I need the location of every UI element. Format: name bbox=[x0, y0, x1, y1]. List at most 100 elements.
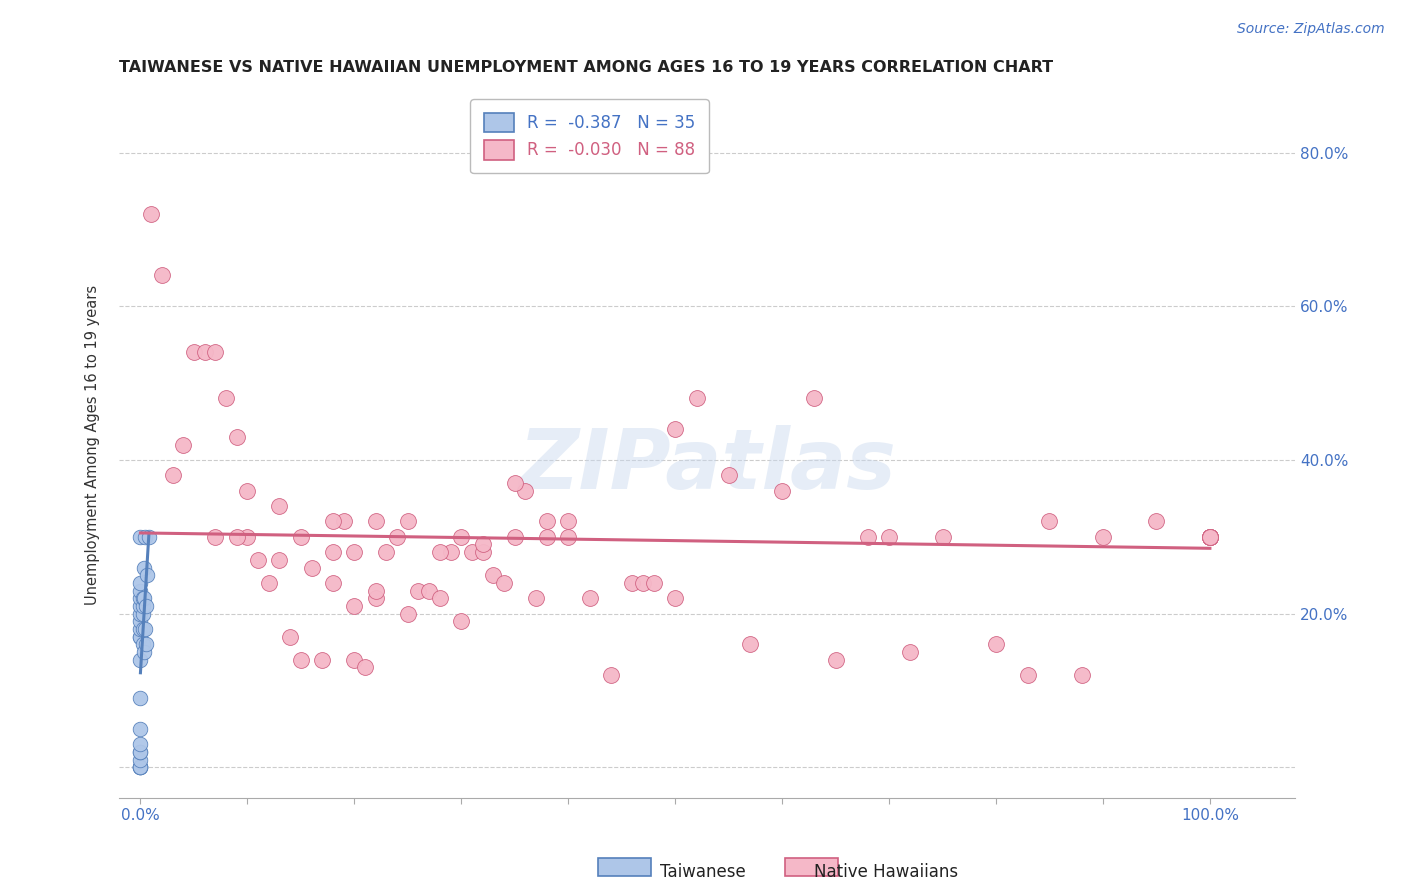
Point bbox=[364, 515, 387, 529]
Y-axis label: Unemployment Among Ages 16 to 19 years: Unemployment Among Ages 16 to 19 years bbox=[86, 285, 100, 605]
Point bbox=[461, 545, 484, 559]
Point bbox=[129, 722, 152, 736]
Point bbox=[396, 607, 419, 621]
Point bbox=[131, 591, 153, 606]
Point bbox=[1070, 668, 1092, 682]
Point bbox=[364, 591, 387, 606]
Point bbox=[429, 591, 451, 606]
Text: Source: ZipAtlas.com: Source: ZipAtlas.com bbox=[1237, 22, 1385, 37]
Point bbox=[900, 645, 922, 659]
Point bbox=[770, 483, 793, 498]
Point bbox=[717, 468, 740, 483]
Point bbox=[150, 268, 173, 283]
Point bbox=[877, 530, 900, 544]
Point bbox=[236, 530, 259, 544]
Point bbox=[129, 745, 152, 759]
Point bbox=[931, 530, 953, 544]
Point bbox=[375, 545, 398, 559]
Text: TAIWANESE VS NATIVE HAWAIIAN UNEMPLOYMENT AMONG AGES 16 TO 19 YEARS CORRELATION : TAIWANESE VS NATIVE HAWAIIAN UNEMPLOYMEN… bbox=[120, 60, 1053, 75]
Point bbox=[194, 345, 217, 359]
Point bbox=[1199, 530, 1222, 544]
Point bbox=[600, 668, 623, 682]
Point bbox=[129, 753, 152, 767]
Point bbox=[1038, 515, 1060, 529]
Point bbox=[129, 622, 152, 636]
Point bbox=[129, 630, 152, 644]
Point bbox=[132, 560, 155, 574]
Point bbox=[131, 607, 153, 621]
Point bbox=[322, 545, 344, 559]
Point bbox=[129, 575, 152, 590]
Point bbox=[269, 553, 291, 567]
Point bbox=[129, 760, 152, 774]
Point bbox=[236, 483, 259, 498]
Point bbox=[129, 760, 152, 774]
Point bbox=[135, 568, 157, 582]
Point bbox=[494, 575, 516, 590]
Point bbox=[204, 530, 226, 544]
Point bbox=[536, 530, 558, 544]
Point bbox=[984, 637, 1007, 651]
Text: Native Hawaiians: Native Hawaiians bbox=[814, 863, 957, 881]
Point bbox=[343, 545, 366, 559]
Point bbox=[322, 575, 344, 590]
Point bbox=[129, 760, 152, 774]
Point bbox=[385, 530, 408, 544]
Point bbox=[664, 422, 686, 436]
Point bbox=[824, 653, 846, 667]
Point bbox=[1199, 530, 1222, 544]
Point bbox=[450, 530, 472, 544]
Point bbox=[225, 530, 247, 544]
Point bbox=[1199, 530, 1222, 544]
Text: ZIPatlas: ZIPatlas bbox=[519, 425, 896, 507]
Point bbox=[503, 475, 526, 490]
Point bbox=[129, 530, 152, 544]
Text: Taiwanese: Taiwanese bbox=[661, 863, 745, 881]
Point bbox=[129, 737, 152, 751]
Point bbox=[1144, 515, 1167, 529]
Point bbox=[450, 615, 472, 629]
Point bbox=[138, 530, 160, 544]
Point bbox=[343, 599, 366, 613]
Point bbox=[129, 653, 152, 667]
Point bbox=[129, 583, 152, 598]
Point bbox=[129, 691, 152, 706]
Point bbox=[803, 392, 825, 406]
Point bbox=[408, 583, 430, 598]
Point bbox=[557, 515, 579, 529]
Point bbox=[503, 530, 526, 544]
Point bbox=[129, 760, 152, 774]
Point bbox=[685, 392, 707, 406]
Point bbox=[1199, 530, 1222, 544]
Point bbox=[578, 591, 600, 606]
Point bbox=[1091, 530, 1114, 544]
Point bbox=[162, 468, 184, 483]
Point bbox=[1199, 530, 1222, 544]
Point bbox=[129, 615, 152, 629]
Point bbox=[132, 591, 155, 606]
Point bbox=[278, 630, 301, 644]
Point bbox=[215, 392, 238, 406]
Point bbox=[1017, 668, 1039, 682]
Point bbox=[1199, 530, 1222, 544]
Point bbox=[396, 515, 419, 529]
Legend: R =  -0.387   N = 35, R =  -0.030   N = 88: R = -0.387 N = 35, R = -0.030 N = 88 bbox=[471, 99, 709, 173]
Point bbox=[129, 607, 152, 621]
Point bbox=[135, 599, 157, 613]
Point bbox=[172, 437, 194, 451]
Point bbox=[621, 575, 644, 590]
Point bbox=[738, 637, 761, 651]
Point bbox=[631, 575, 654, 590]
Point bbox=[269, 499, 291, 513]
Point bbox=[429, 545, 451, 559]
Point bbox=[1199, 530, 1222, 544]
Point bbox=[129, 591, 152, 606]
Point bbox=[643, 575, 665, 590]
Point bbox=[131, 622, 153, 636]
Point bbox=[856, 530, 879, 544]
Point bbox=[515, 483, 537, 498]
Point bbox=[471, 537, 494, 551]
Point bbox=[290, 530, 312, 544]
Point bbox=[139, 207, 162, 221]
Point bbox=[301, 560, 323, 574]
